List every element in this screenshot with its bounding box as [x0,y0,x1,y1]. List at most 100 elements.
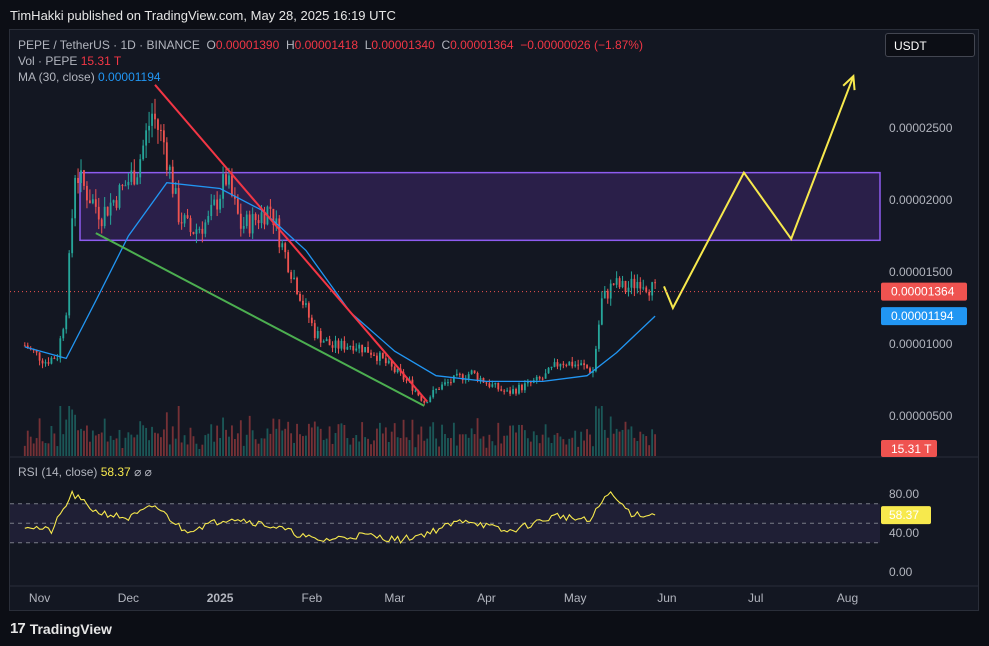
candle-body[interactable] [503,390,506,392]
candle-body[interactable] [154,113,156,120]
candle-body[interactable] [284,243,287,253]
candle-body[interactable] [636,281,639,289]
candle-body[interactable] [447,382,449,384]
candle-body[interactable] [521,384,523,391]
candle-body[interactable] [577,364,580,366]
candle-body[interactable] [565,364,568,366]
candle-body[interactable] [633,278,636,289]
candle-body[interactable] [441,384,443,390]
candle-body[interactable] [426,402,429,404]
candle-body[interactable] [358,344,361,349]
candle-body[interactable] [195,229,198,234]
candle-body[interactable] [429,397,432,403]
tradingview-brand[interactable]: 17 TradingView [10,620,112,637]
candle-body[interactable] [423,400,426,403]
candle-body[interactable] [118,185,121,208]
chart-frame[interactable] [9,29,979,611]
candle-body[interactable] [133,170,136,185]
candle-body[interactable] [438,388,440,390]
candle-body[interactable] [518,384,520,394]
candle-body[interactable] [216,199,219,210]
candle-body[interactable] [381,352,384,359]
symbol-label[interactable]: PEPE / TetherUS · 1D · BINANCE [18,38,200,52]
candle-body[interactable] [387,360,390,364]
candle-body[interactable] [177,188,180,223]
candle-body[interactable] [373,354,375,356]
candle-body[interactable] [124,185,127,187]
candle-body[interactable] [322,341,325,343]
candle-body[interactable] [245,214,248,227]
candle-body[interactable] [586,365,588,369]
candle-body[interactable] [467,374,470,379]
candle-body[interactable] [50,357,53,364]
candle-body[interactable] [538,376,541,379]
candle-body[interactable] [38,352,41,361]
candle-body[interactable] [47,362,50,364]
candle-body[interactable] [35,350,38,353]
candle-body[interactable] [94,199,97,207]
candle-body[interactable] [207,216,210,223]
candle-body[interactable] [313,323,316,338]
candle-body[interactable] [109,202,112,216]
candle-body[interactable] [71,218,74,254]
candle-body[interactable] [281,243,284,248]
red-trendline[interactable] [154,84,429,403]
candle-body[interactable] [213,199,216,205]
candle-body[interactable] [53,357,56,359]
candle-body[interactable] [316,331,319,338]
candle-body[interactable] [580,363,583,366]
candle-body[interactable] [476,372,479,381]
candle-body[interactable] [287,252,290,273]
candle-body[interactable] [559,363,562,367]
candle-body[interactable] [515,389,517,394]
candle-body[interactable] [523,383,526,391]
candle-body[interactable] [630,278,633,288]
candle-body[interactable] [192,232,195,234]
candle-body[interactable] [162,130,165,143]
candle-body[interactable] [562,363,565,365]
candle-body[interactable] [592,371,594,373]
candle-body[interactable] [497,382,500,390]
currency-button[interactable]: USDT [885,33,975,57]
candle-body[interactable] [547,367,550,374]
candle-body[interactable] [414,390,417,392]
candle-body[interactable] [254,214,257,221]
candle-body[interactable] [275,218,278,226]
candle-body[interactable] [639,281,642,289]
candle-body[interactable] [612,283,615,285]
candle-body[interactable] [393,366,396,373]
candle-body[interactable] [228,175,230,185]
candle-body[interactable] [269,206,272,209]
candle-body[interactable] [68,253,71,316]
rsi-label[interactable]: RSI (14, close) [18,465,98,479]
candle-body[interactable] [402,372,405,380]
candle-body[interactable] [355,348,358,351]
candle-body[interactable] [41,360,44,364]
ma-label[interactable]: MA (30, close) [18,70,95,84]
candle-body[interactable] [654,282,657,284]
candle-body[interactable] [204,222,207,234]
candle-body[interactable] [340,340,343,349]
candle-body[interactable] [455,373,458,376]
candle-body[interactable] [290,272,293,279]
candle-body[interactable] [272,208,275,226]
candle-body[interactable] [160,129,162,131]
candle-body[interactable] [103,206,106,227]
candle-body[interactable] [328,339,331,346]
candle-body[interactable] [597,324,600,349]
candle-body[interactable] [91,199,94,204]
candle-body[interactable] [583,363,585,366]
candle-body[interactable] [509,390,512,394]
candle-body[interactable] [621,280,624,288]
candle-body[interactable] [337,340,340,349]
candle-body[interactable] [606,290,609,299]
candle-body[interactable] [299,293,301,301]
candle-body[interactable] [609,283,612,299]
candle-body[interactable] [112,200,115,203]
candle-body[interactable] [618,278,621,288]
candle-body[interactable] [541,378,544,380]
candle-body[interactable] [171,166,174,194]
candle-body[interactable] [231,175,233,196]
candle-body[interactable] [23,345,26,347]
candle-body[interactable] [302,300,304,305]
